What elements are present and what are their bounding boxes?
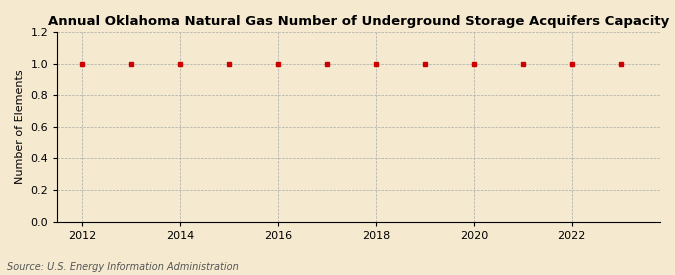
Text: Source: U.S. Energy Information Administration: Source: U.S. Energy Information Administ…: [7, 262, 238, 272]
Y-axis label: Number of Elements: Number of Elements: [15, 70, 25, 184]
Title: Annual Oklahoma Natural Gas Number of Underground Storage Acquifers Capacity: Annual Oklahoma Natural Gas Number of Un…: [48, 15, 670, 28]
